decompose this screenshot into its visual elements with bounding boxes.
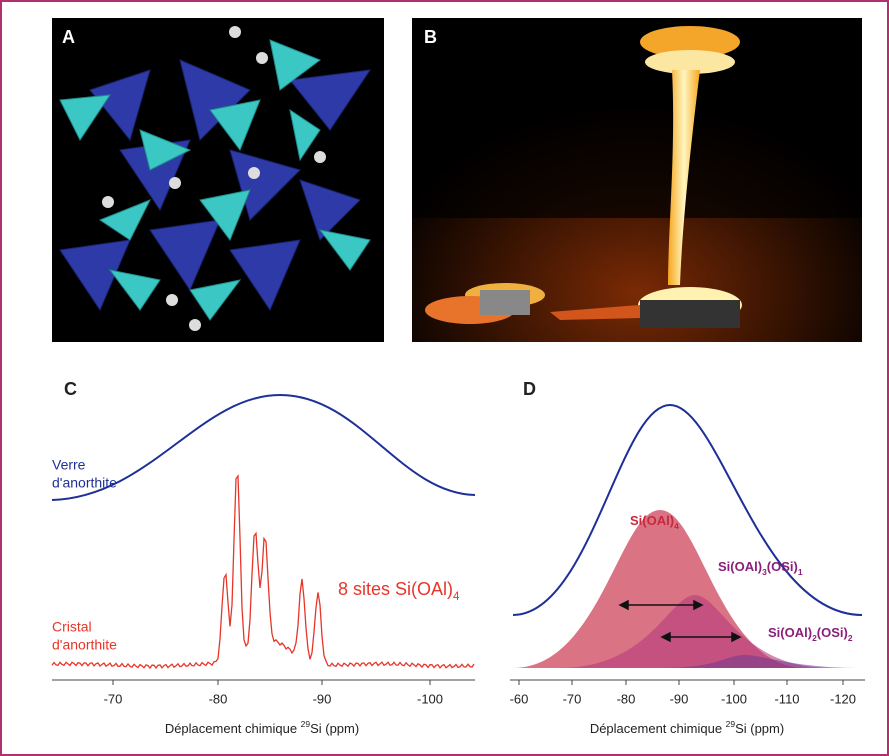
label-line: d'anorthite: [52, 475, 117, 491]
panel-label: B: [424, 27, 437, 47]
rich-label: Déplacement chimique 29Si (ppm): [165, 719, 359, 736]
x-tick-label: -70: [104, 691, 123, 706]
x-tick-label: -100: [417, 691, 443, 706]
panel-label: A: [62, 27, 75, 47]
x-tick-label: -120: [830, 691, 856, 706]
panel-label: C: [64, 379, 77, 399]
x-tick-label: -90: [313, 691, 332, 706]
text-part: Si(OAl): [768, 625, 812, 640]
text-part: Si (ppm): [310, 721, 359, 736]
label-line: Verre: [52, 457, 86, 473]
label-line: Cristal: [52, 619, 92, 635]
x-tick-label: -70: [563, 691, 582, 706]
label-line: d'anorthite: [52, 637, 117, 653]
text-part: Déplacement chimique: [165, 721, 301, 736]
x-tick-label: -100: [721, 691, 747, 706]
x-tick-label: -60: [510, 691, 529, 706]
text-part: Si(OAl): [718, 559, 762, 574]
panel-a-image: [52, 18, 384, 342]
figure: A B C D Verre d'anorthite Cristal d'anor…: [0, 0, 889, 756]
script: 2: [848, 633, 853, 643]
panel-b-image: [412, 18, 862, 342]
text-part: (OSi): [767, 559, 798, 574]
script: 4: [674, 521, 679, 531]
text-part: Déplacement chimique: [590, 721, 726, 736]
panel-label: D: [523, 379, 536, 399]
x-tick-label: -80: [209, 691, 228, 706]
x-tick-label: -80: [617, 691, 636, 706]
text-part: (OSi): [817, 625, 848, 640]
text-part: 8 sites Si(OAl): [338, 579, 453, 599]
rich-label: Déplacement chimique 29Si (ppm): [590, 719, 784, 736]
script: 1: [798, 567, 803, 577]
script: 4: [453, 590, 460, 603]
text-part: Si(OAl): [630, 513, 674, 528]
text-part: Si (ppm): [735, 721, 784, 736]
script: 29: [301, 719, 311, 729]
x-tick-label: -110: [774, 691, 799, 706]
script: 29: [726, 719, 736, 729]
x-tick-label: -90: [670, 691, 689, 706]
